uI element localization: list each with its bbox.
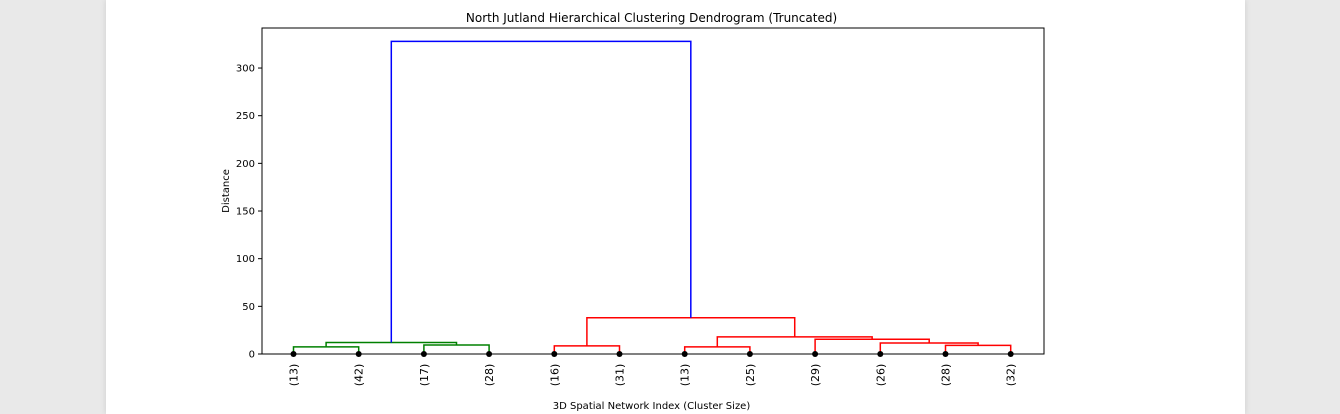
x-tick-label-1: (42) bbox=[353, 364, 366, 387]
figure-page: North Jutland Hierarchical Clustering De… bbox=[106, 0, 1245, 414]
x-tick-label-8: (29) bbox=[809, 364, 822, 387]
x-tick-label-7: (25) bbox=[744, 364, 757, 387]
merge-link-10 bbox=[390, 40, 692, 343]
x-tick-label-4: (16) bbox=[548, 364, 561, 387]
leaf-marker-3 bbox=[486, 351, 493, 357]
y-tick-label-5: 250 bbox=[236, 111, 255, 122]
y-tick-label-1: 50 bbox=[242, 302, 255, 313]
x-tick-label-2: (17) bbox=[418, 364, 431, 387]
y-tick-label-3: 150 bbox=[236, 207, 255, 218]
leaf-marker-0 bbox=[290, 351, 297, 357]
x-axis-label: 3D Spatial Network Index (Cluster Size) bbox=[553, 401, 751, 412]
leaf-marker-8 bbox=[812, 351, 819, 357]
leaf-marker-1 bbox=[355, 351, 362, 357]
x-tick-label-6: (13) bbox=[679, 364, 692, 387]
leaf-marker-2 bbox=[420, 351, 427, 357]
x-tick-label-3: (28) bbox=[483, 364, 496, 387]
leaf-marker-4 bbox=[551, 351, 558, 357]
x-tick-label-5: (31) bbox=[614, 364, 627, 387]
y-tick-label-6: 300 bbox=[236, 64, 255, 75]
chart-title: North Jutland Hierarchical Clustering De… bbox=[466, 11, 837, 25]
leaf-markers bbox=[290, 351, 1014, 357]
x-tick-label-11: (32) bbox=[1005, 364, 1018, 387]
leaf-marker-6 bbox=[681, 351, 688, 357]
x-tick-label-0: (13) bbox=[288, 364, 301, 387]
leaf-marker-7 bbox=[746, 351, 753, 357]
x-tick-labels: (13) (42) (17) (28) (16) (31) (13) (25) (29) (26)… bbox=[288, 364, 1018, 387]
leaf-marker-9 bbox=[877, 351, 884, 357]
plot-area bbox=[261, 27, 1045, 355]
x-tick-label-10: (28) bbox=[940, 364, 953, 387]
leaf-marker-5 bbox=[616, 351, 623, 357]
leaf-marker-10 bbox=[942, 351, 949, 357]
y-tick-label-4: 200 bbox=[236, 159, 255, 170]
y-axis-label: Distance bbox=[221, 169, 232, 213]
y-tick-label-0: 0 bbox=[249, 350, 255, 361]
dendrogram-links bbox=[292, 40, 1012, 354]
y-axis: 0 50 100 150 200 250 300 bbox=[236, 64, 262, 361]
dendrogram-chart: North Jutland Hierarchical Clustering De… bbox=[221, 11, 1045, 412]
y-tick-label-2: 100 bbox=[236, 254, 255, 265]
x-tick-label-9: (26) bbox=[874, 364, 887, 387]
leaf-marker-11 bbox=[1007, 351, 1014, 357]
